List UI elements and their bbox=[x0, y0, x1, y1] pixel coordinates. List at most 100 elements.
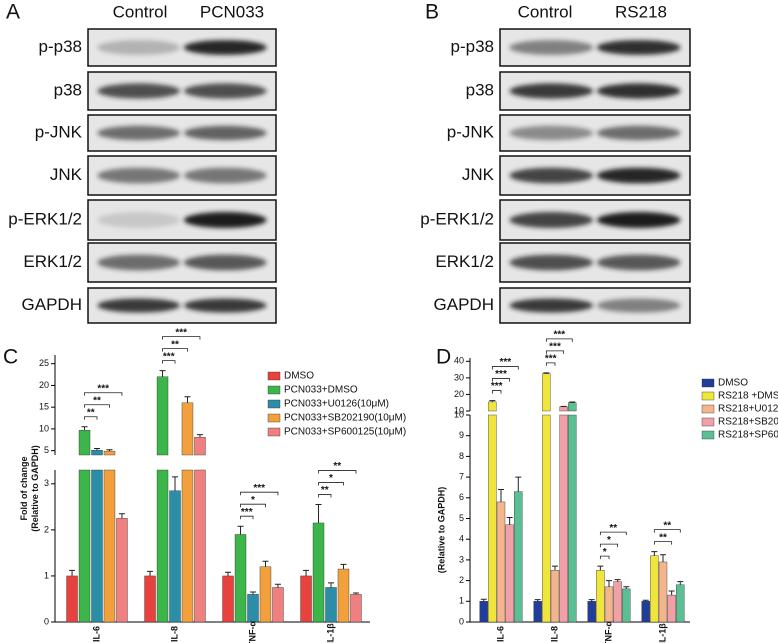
error-bar bbox=[668, 590, 675, 596]
significance-label: *** bbox=[499, 357, 511, 368]
legend-label: PCN033+U0126(10μM) bbox=[284, 399, 389, 410]
bar bbox=[325, 587, 337, 623]
blot-band bbox=[596, 212, 681, 228]
bar bbox=[194, 469, 206, 623]
axis-break bbox=[464, 412, 690, 414]
error-bar bbox=[172, 476, 178, 491]
bar bbox=[78, 430, 91, 456]
significance-label: *** bbox=[241, 507, 253, 518]
blot-label: p-JNK bbox=[35, 122, 83, 141]
bar bbox=[222, 575, 234, 623]
y-tick-label: 10 bbox=[454, 409, 464, 419]
y-tick-label: 4 bbox=[459, 534, 464, 544]
legend-label: PCN033+SB202190(10μM) bbox=[284, 413, 406, 424]
bar bbox=[505, 524, 514, 623]
legend-swatch bbox=[701, 391, 715, 401]
blot-band bbox=[97, 212, 181, 228]
bar bbox=[542, 373, 551, 412]
bar bbox=[514, 491, 523, 623]
error-bar bbox=[274, 583, 281, 588]
error-bar bbox=[118, 513, 125, 519]
y-tick-label: 2 bbox=[44, 524, 49, 534]
significance-bracket bbox=[545, 362, 556, 366]
blot-band bbox=[596, 125, 681, 141]
blot-band bbox=[509, 167, 594, 184]
significance-bracket bbox=[491, 366, 519, 370]
bar bbox=[488, 401, 497, 412]
blot-label: p-JNK bbox=[447, 122, 495, 141]
blot-band bbox=[97, 125, 181, 141]
error-bar bbox=[69, 569, 76, 576]
legend-swatch bbox=[701, 430, 715, 440]
bar bbox=[247, 594, 259, 623]
bar bbox=[91, 469, 103, 623]
bar bbox=[78, 469, 91, 623]
error-bar bbox=[94, 447, 100, 451]
legend-swatch bbox=[267, 399, 281, 409]
error-bar bbox=[569, 401, 576, 403]
error-bar bbox=[506, 516, 513, 525]
bar bbox=[103, 450, 116, 456]
error-bar bbox=[303, 569, 310, 576]
legend-swatch bbox=[267, 371, 281, 381]
bar bbox=[559, 414, 568, 623]
blot-band bbox=[596, 254, 681, 271]
y-tick-label: 0 bbox=[44, 616, 49, 626]
bar bbox=[181, 402, 194, 456]
blot-band bbox=[183, 167, 267, 184]
column-header: Control bbox=[518, 2, 573, 21]
bar bbox=[622, 588, 631, 623]
legend-label: RS218+SP600125(10μM) bbox=[718, 430, 778, 441]
y-tick-label: 25 bbox=[39, 358, 49, 368]
significance-bracket bbox=[162, 348, 188, 352]
significance-bracket bbox=[318, 482, 344, 486]
blot-label: GAPDH bbox=[434, 295, 494, 314]
y-tick-label: 30 bbox=[454, 372, 464, 382]
significance-label: * bbox=[329, 473, 333, 484]
x-tick-label: IL-1β bbox=[657, 623, 667, 643]
bar bbox=[300, 575, 312, 623]
significance-label: *** bbox=[553, 330, 565, 341]
bar bbox=[650, 555, 659, 623]
y-tick-label: 15 bbox=[39, 402, 49, 412]
bar bbox=[667, 594, 676, 623]
bar bbox=[596, 570, 605, 623]
significance-bracket bbox=[599, 543, 619, 548]
error-bar bbox=[677, 581, 684, 585]
error-bar bbox=[237, 525, 244, 535]
legend-swatch bbox=[267, 413, 281, 423]
significance-bracket bbox=[162, 336, 201, 340]
error-bar bbox=[588, 599, 595, 602]
bar bbox=[479, 601, 488, 623]
bar bbox=[613, 581, 622, 623]
blot-band bbox=[97, 83, 181, 99]
error-bar bbox=[340, 563, 347, 570]
error-bar bbox=[597, 565, 604, 571]
bar bbox=[568, 402, 577, 412]
bar bbox=[550, 570, 560, 623]
y-tick-label: 5 bbox=[44, 445, 49, 455]
y-tick-label: 9 bbox=[459, 430, 464, 440]
significance-label: *** bbox=[163, 351, 175, 362]
error-bar bbox=[352, 592, 359, 595]
significance-bracket bbox=[599, 555, 610, 560]
y-tick-label: 5 bbox=[459, 513, 464, 523]
error-bar bbox=[225, 571, 232, 576]
blot-label: GAPDH bbox=[22, 295, 82, 314]
legend-label: PCN033+SP600125(10μM) bbox=[284, 427, 406, 438]
y-tick-label: 1 bbox=[44, 570, 49, 580]
significance-bracket bbox=[491, 390, 502, 394]
significance-label: ** bbox=[663, 520, 671, 531]
significance-label: *** bbox=[491, 381, 503, 392]
error-bar bbox=[262, 560, 269, 567]
bar bbox=[676, 584, 685, 623]
blot-label: p38 bbox=[54, 80, 82, 99]
y-axis-label: (Relative to GAPDH) bbox=[30, 445, 40, 532]
y-tick-label: 3 bbox=[459, 554, 464, 564]
blot-band bbox=[183, 212, 267, 228]
significance-bracket bbox=[653, 529, 681, 533]
axis-break bbox=[49, 456, 370, 469]
bar bbox=[568, 414, 577, 623]
blot-band bbox=[183, 40, 267, 55]
